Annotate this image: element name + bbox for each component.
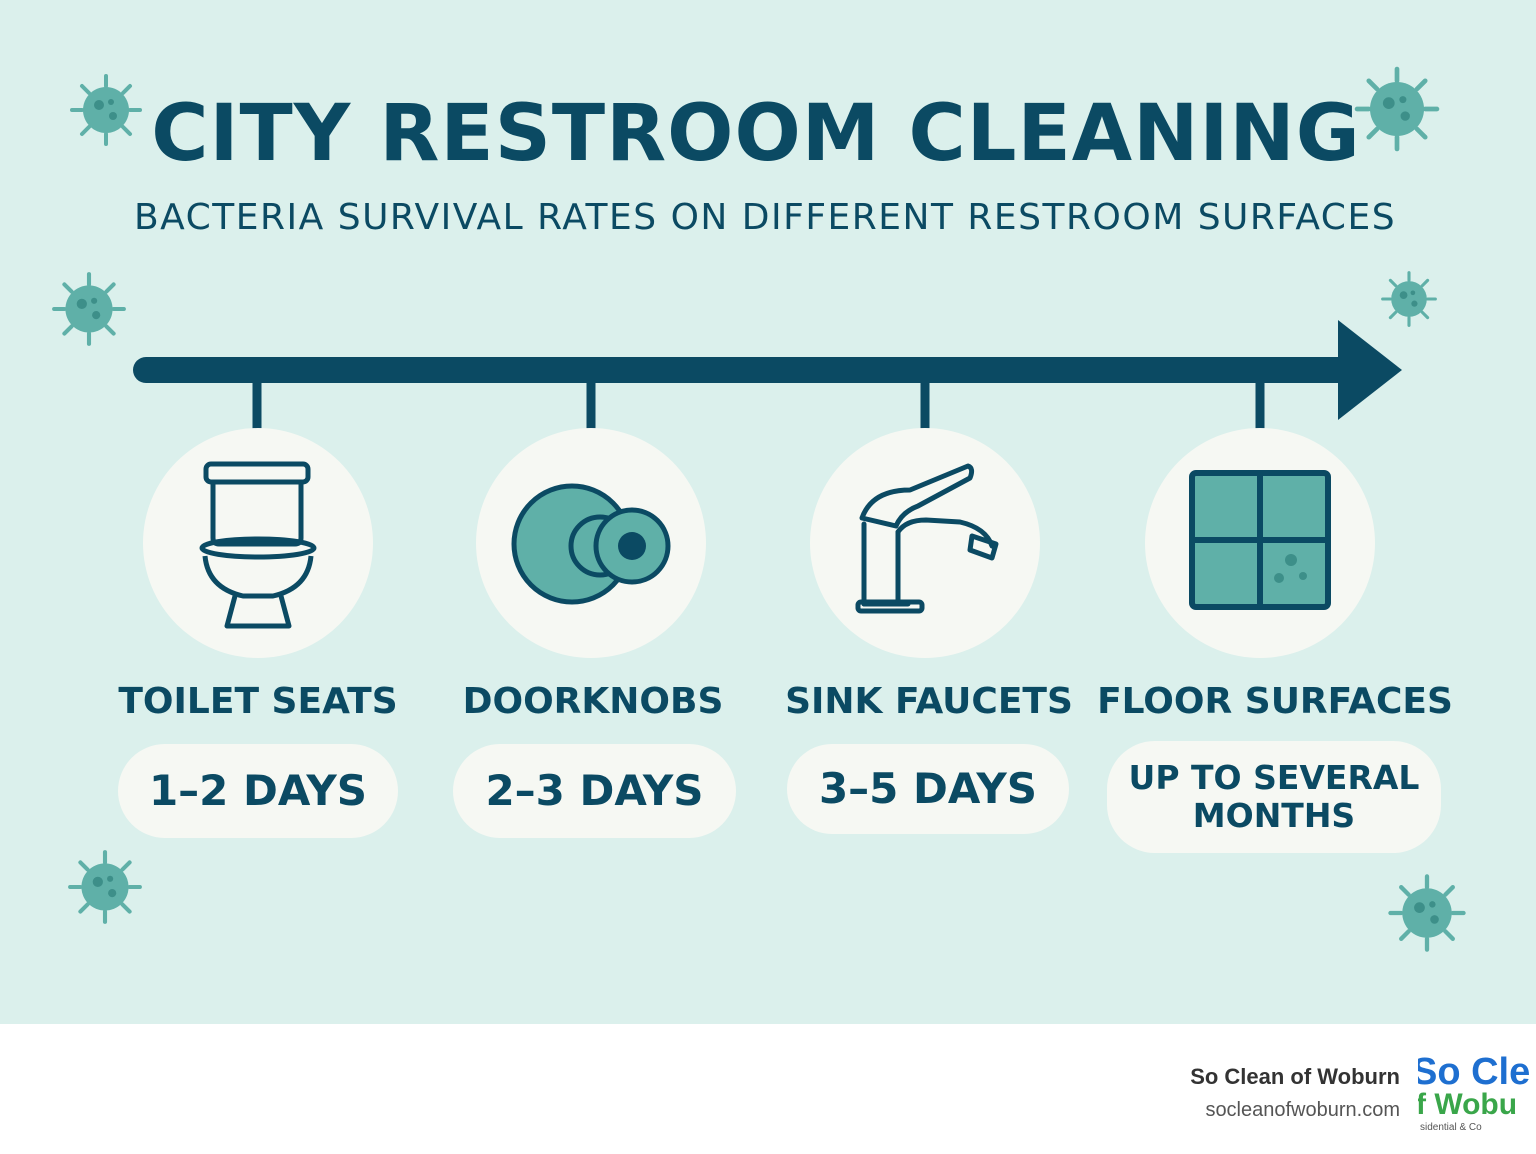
duration-badge: 2–3 DAYS <box>453 744 736 838</box>
duration-badge: 3–5 DAYS <box>787 744 1069 834</box>
timeline-arrow <box>133 320 1402 430</box>
infographic-panel: CITY RESTROOM CLEANING BACTERIA SURVIVAL… <box>0 0 1536 1024</box>
toilet-icon <box>199 461 317 629</box>
surface-label: TOILET SEATS <box>118 681 398 722</box>
surface-label: DOORKNOBS <box>462 681 724 722</box>
germ-icon <box>1388 874 1466 952</box>
faucet-icon <box>855 463 999 614</box>
floor-tile-icon <box>1189 470 1331 610</box>
surface-card-doorknob <box>476 428 706 658</box>
footer-url[interactable]: socleanofwoburn.com <box>1205 1099 1400 1121</box>
page-title: CITY RESTROOM CLEANING <box>151 89 1361 179</box>
footer-company-name: So Clean of Woburn <box>1190 1064 1400 1089</box>
svg-text:So Cle: So Cle <box>1418 1051 1530 1093</box>
germ-icon <box>68 850 142 924</box>
surface-card-toilet <box>143 428 373 658</box>
page-subtitle: BACTERIA SURVIVAL RATES ON DIFFERENT RES… <box>133 197 1397 238</box>
svg-text:sidential & Co: sidential & Co <box>1420 1122 1482 1133</box>
germ-icon <box>1354 66 1440 152</box>
germ-icon <box>52 272 126 346</box>
doorknob-icon <box>511 483 671 605</box>
svg-text:f Wobu: f Wobu <box>1418 1088 1517 1121</box>
surface-label: SINK FAUCETS <box>785 681 1073 722</box>
germ-icon <box>70 74 142 146</box>
surface-card-faucet <box>810 428 1040 658</box>
company-logo: So Cle f Wobu sidential & Co <box>1418 1050 1536 1134</box>
surface-label: FLOOR SURFACES <box>1097 681 1453 722</box>
germ-icon <box>1381 271 1437 327</box>
duration-badge: 1–2 DAYS <box>118 744 398 838</box>
duration-badge: UP TO SEVERAL MONTHS <box>1107 741 1441 853</box>
surface-card-floor <box>1145 428 1375 658</box>
